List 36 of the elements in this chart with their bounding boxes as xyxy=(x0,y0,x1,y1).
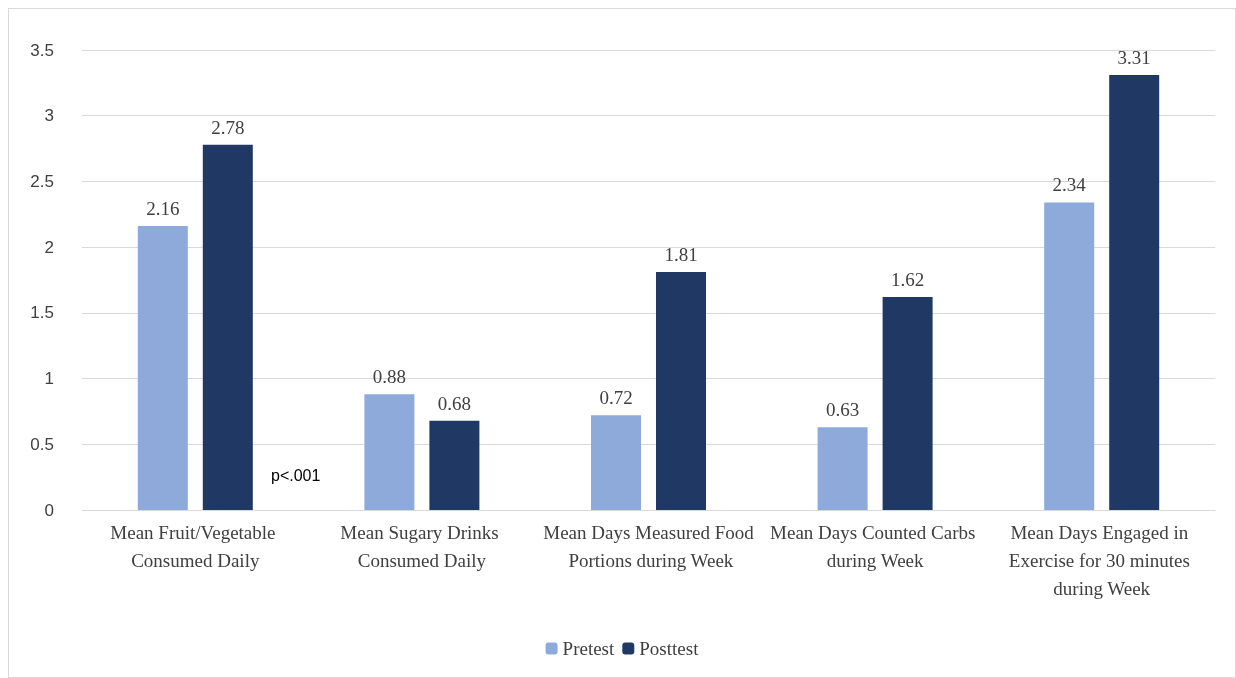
y-tick-label: 3 xyxy=(44,106,54,126)
y-tick-label: 1.5 xyxy=(30,303,54,323)
y-tick-label: 2.5 xyxy=(30,171,54,191)
x-tick-label: Mean Days Engaged in Exercise for 30 minutes during Week xyxy=(1008,521,1195,599)
bar xyxy=(1044,202,1095,510)
legend-label: Posttest xyxy=(639,638,700,659)
x-tick-label: Mean Days Counted Carbs during Week xyxy=(770,521,981,571)
y-tick-label: 3.5 xyxy=(30,40,54,60)
bar xyxy=(202,144,253,510)
bar xyxy=(882,297,933,510)
x-tick-label: Mean Sugary Drinks Consumed Daily xyxy=(340,521,504,571)
data-label: 2.78 xyxy=(211,116,245,138)
y-tick-label: 1 xyxy=(44,369,54,389)
x-tick-label: Mean Fruit/Vegetable Consumed Daily xyxy=(110,521,281,571)
data-label: 0.63 xyxy=(825,399,860,421)
annotation: p<.001 xyxy=(271,466,321,484)
data-label: 1.81 xyxy=(664,244,698,266)
data-label: 2.34 xyxy=(1052,174,1087,196)
data-label: 0.88 xyxy=(372,366,407,388)
bar xyxy=(656,272,706,510)
data-label: 1.62 xyxy=(890,269,925,291)
y-tick-label: 0.5 xyxy=(30,434,54,454)
legend-label: Pretest xyxy=(562,638,616,659)
bar xyxy=(817,427,868,510)
x-tick-label: Mean Days Measured Food Portions during Week xyxy=(543,521,755,571)
bar xyxy=(591,415,641,510)
data-label: 0.68 xyxy=(437,392,472,414)
bar xyxy=(429,420,480,510)
data-label: 0.72 xyxy=(599,387,633,409)
bar xyxy=(364,394,415,510)
data-label: 2.16 xyxy=(146,198,180,220)
y-tick-label: 0 xyxy=(44,500,54,520)
bar xyxy=(137,226,188,510)
bar xyxy=(1109,74,1160,510)
y-tick-label: 2 xyxy=(44,237,54,257)
data-label: 3.31 xyxy=(1117,46,1151,68)
